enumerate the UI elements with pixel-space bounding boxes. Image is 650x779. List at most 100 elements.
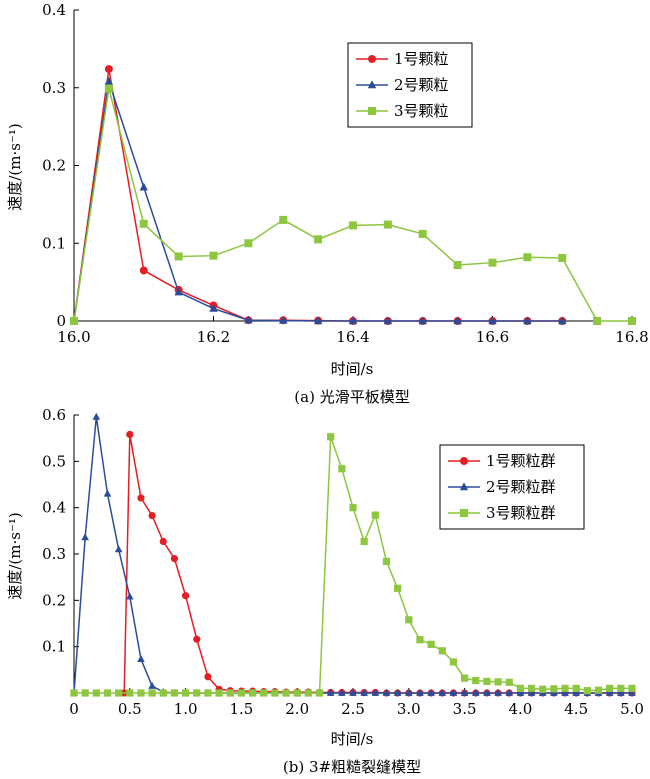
- legend-label: 3号颗粒群: [486, 504, 556, 522]
- legend-item: 3号颗粒群: [448, 504, 556, 522]
- data-point: [483, 677, 491, 686]
- data-point: [418, 229, 427, 238]
- data-point: [617, 684, 625, 692]
- data-point: [244, 315, 253, 324]
- y-tick-label: 0.1: [42, 234, 66, 252]
- data-point: [104, 65, 113, 74]
- y-axis-title-a: 速度/(m·s⁻¹): [6, 123, 24, 210]
- data-point: [103, 489, 112, 497]
- data-point: [204, 689, 212, 697]
- data-point: [558, 254, 567, 263]
- x-tick-label: 2.0: [285, 700, 309, 718]
- data-point: [237, 689, 245, 697]
- data-point: [494, 678, 502, 686]
- data-point: [371, 688, 380, 696]
- data-point: [449, 688, 458, 696]
- x-tick-label: 16.0: [57, 328, 90, 346]
- y-tick-label: 0: [56, 312, 66, 330]
- data-point: [527, 688, 536, 696]
- x-axis-title-a: 时间/s: [331, 360, 374, 378]
- data-point: [516, 688, 525, 696]
- data-point: [137, 494, 145, 502]
- legend-item: 2号颗粒群: [448, 478, 556, 496]
- data-point: [494, 688, 502, 696]
- y-tick-label: 0.5: [42, 452, 66, 470]
- data-point: [583, 687, 591, 695]
- x-tick-label: 5.0: [620, 700, 644, 718]
- data-point: [174, 287, 183, 296]
- data-point: [383, 220, 392, 229]
- data-point: [293, 689, 301, 697]
- data-point: [483, 688, 491, 696]
- data-point: [326, 688, 335, 696]
- x-tick-label: 16.8: [615, 328, 648, 346]
- data-point: [617, 688, 625, 696]
- data-point: [313, 316, 323, 325]
- x-tick-label: 1.0: [174, 700, 198, 718]
- data-point: [139, 266, 148, 275]
- data-point: [516, 684, 524, 692]
- data-point: [204, 673, 212, 681]
- series-1: [70, 65, 567, 325]
- data-point: [70, 317, 78, 325]
- data-point: [114, 545, 123, 553]
- data-point: [427, 640, 435, 648]
- series-3: [70, 433, 636, 697]
- data-point: [539, 685, 547, 693]
- data-point: [561, 688, 569, 696]
- data-point: [348, 316, 358, 325]
- x-tick-label: 16.6: [476, 328, 509, 346]
- data-point: [505, 688, 514, 696]
- data-point: [338, 688, 346, 696]
- data-point: [81, 689, 89, 697]
- y-tick-label: 0.6: [42, 406, 66, 424]
- x-tick-label: 16.4: [336, 328, 369, 346]
- data-point: [248, 689, 257, 697]
- x-tick-label: 0.5: [118, 700, 142, 718]
- data-point: [148, 511, 156, 520]
- x-axis-title-b: 时间/s: [331, 730, 374, 748]
- legend-marker: [367, 80, 377, 89]
- y-tick-label: 0.2: [42, 591, 66, 609]
- y-axis-title-b: 速度/(m·s⁻¹): [6, 512, 24, 599]
- data-point: [159, 689, 167, 697]
- data-point: [550, 685, 558, 693]
- data-point: [170, 555, 179, 563]
- data-point: [382, 557, 391, 566]
- data-point: [605, 688, 614, 696]
- data-point: [209, 303, 218, 312]
- data-point: [427, 688, 435, 696]
- x-tick-label: 4.0: [508, 700, 532, 718]
- data-point: [349, 504, 357, 512]
- data-point: [505, 678, 513, 686]
- legend-marker: [459, 482, 469, 491]
- y-tick-label: 0.2: [42, 157, 66, 175]
- data-point: [126, 592, 134, 600]
- series-2: [69, 76, 567, 325]
- data-point: [315, 689, 324, 697]
- data-point: [137, 655, 145, 663]
- data-point: [628, 688, 636, 696]
- data-point: [572, 684, 580, 692]
- legend-marker: [368, 107, 376, 115]
- data-point: [279, 215, 288, 224]
- data-point: [416, 636, 424, 644]
- data-point: [488, 316, 497, 325]
- data-point: [92, 689, 100, 697]
- data-point: [405, 616, 413, 624]
- legend-label: 1号颗粒: [394, 50, 449, 68]
- data-point: [271, 689, 279, 697]
- data-point: [349, 688, 357, 696]
- series-line: [73, 68, 563, 322]
- data-point: [126, 689, 134, 697]
- data-point: [314, 235, 323, 244]
- data-point: [92, 412, 101, 420]
- data-point: [104, 76, 114, 85]
- legend-item: 1号颗粒群: [448, 452, 556, 470]
- data-point: [438, 688, 447, 696]
- data-point: [383, 316, 393, 325]
- data-point: [126, 430, 134, 439]
- series-line: [73, 81, 563, 322]
- data-point: [438, 647, 446, 655]
- data-point: [382, 688, 391, 696]
